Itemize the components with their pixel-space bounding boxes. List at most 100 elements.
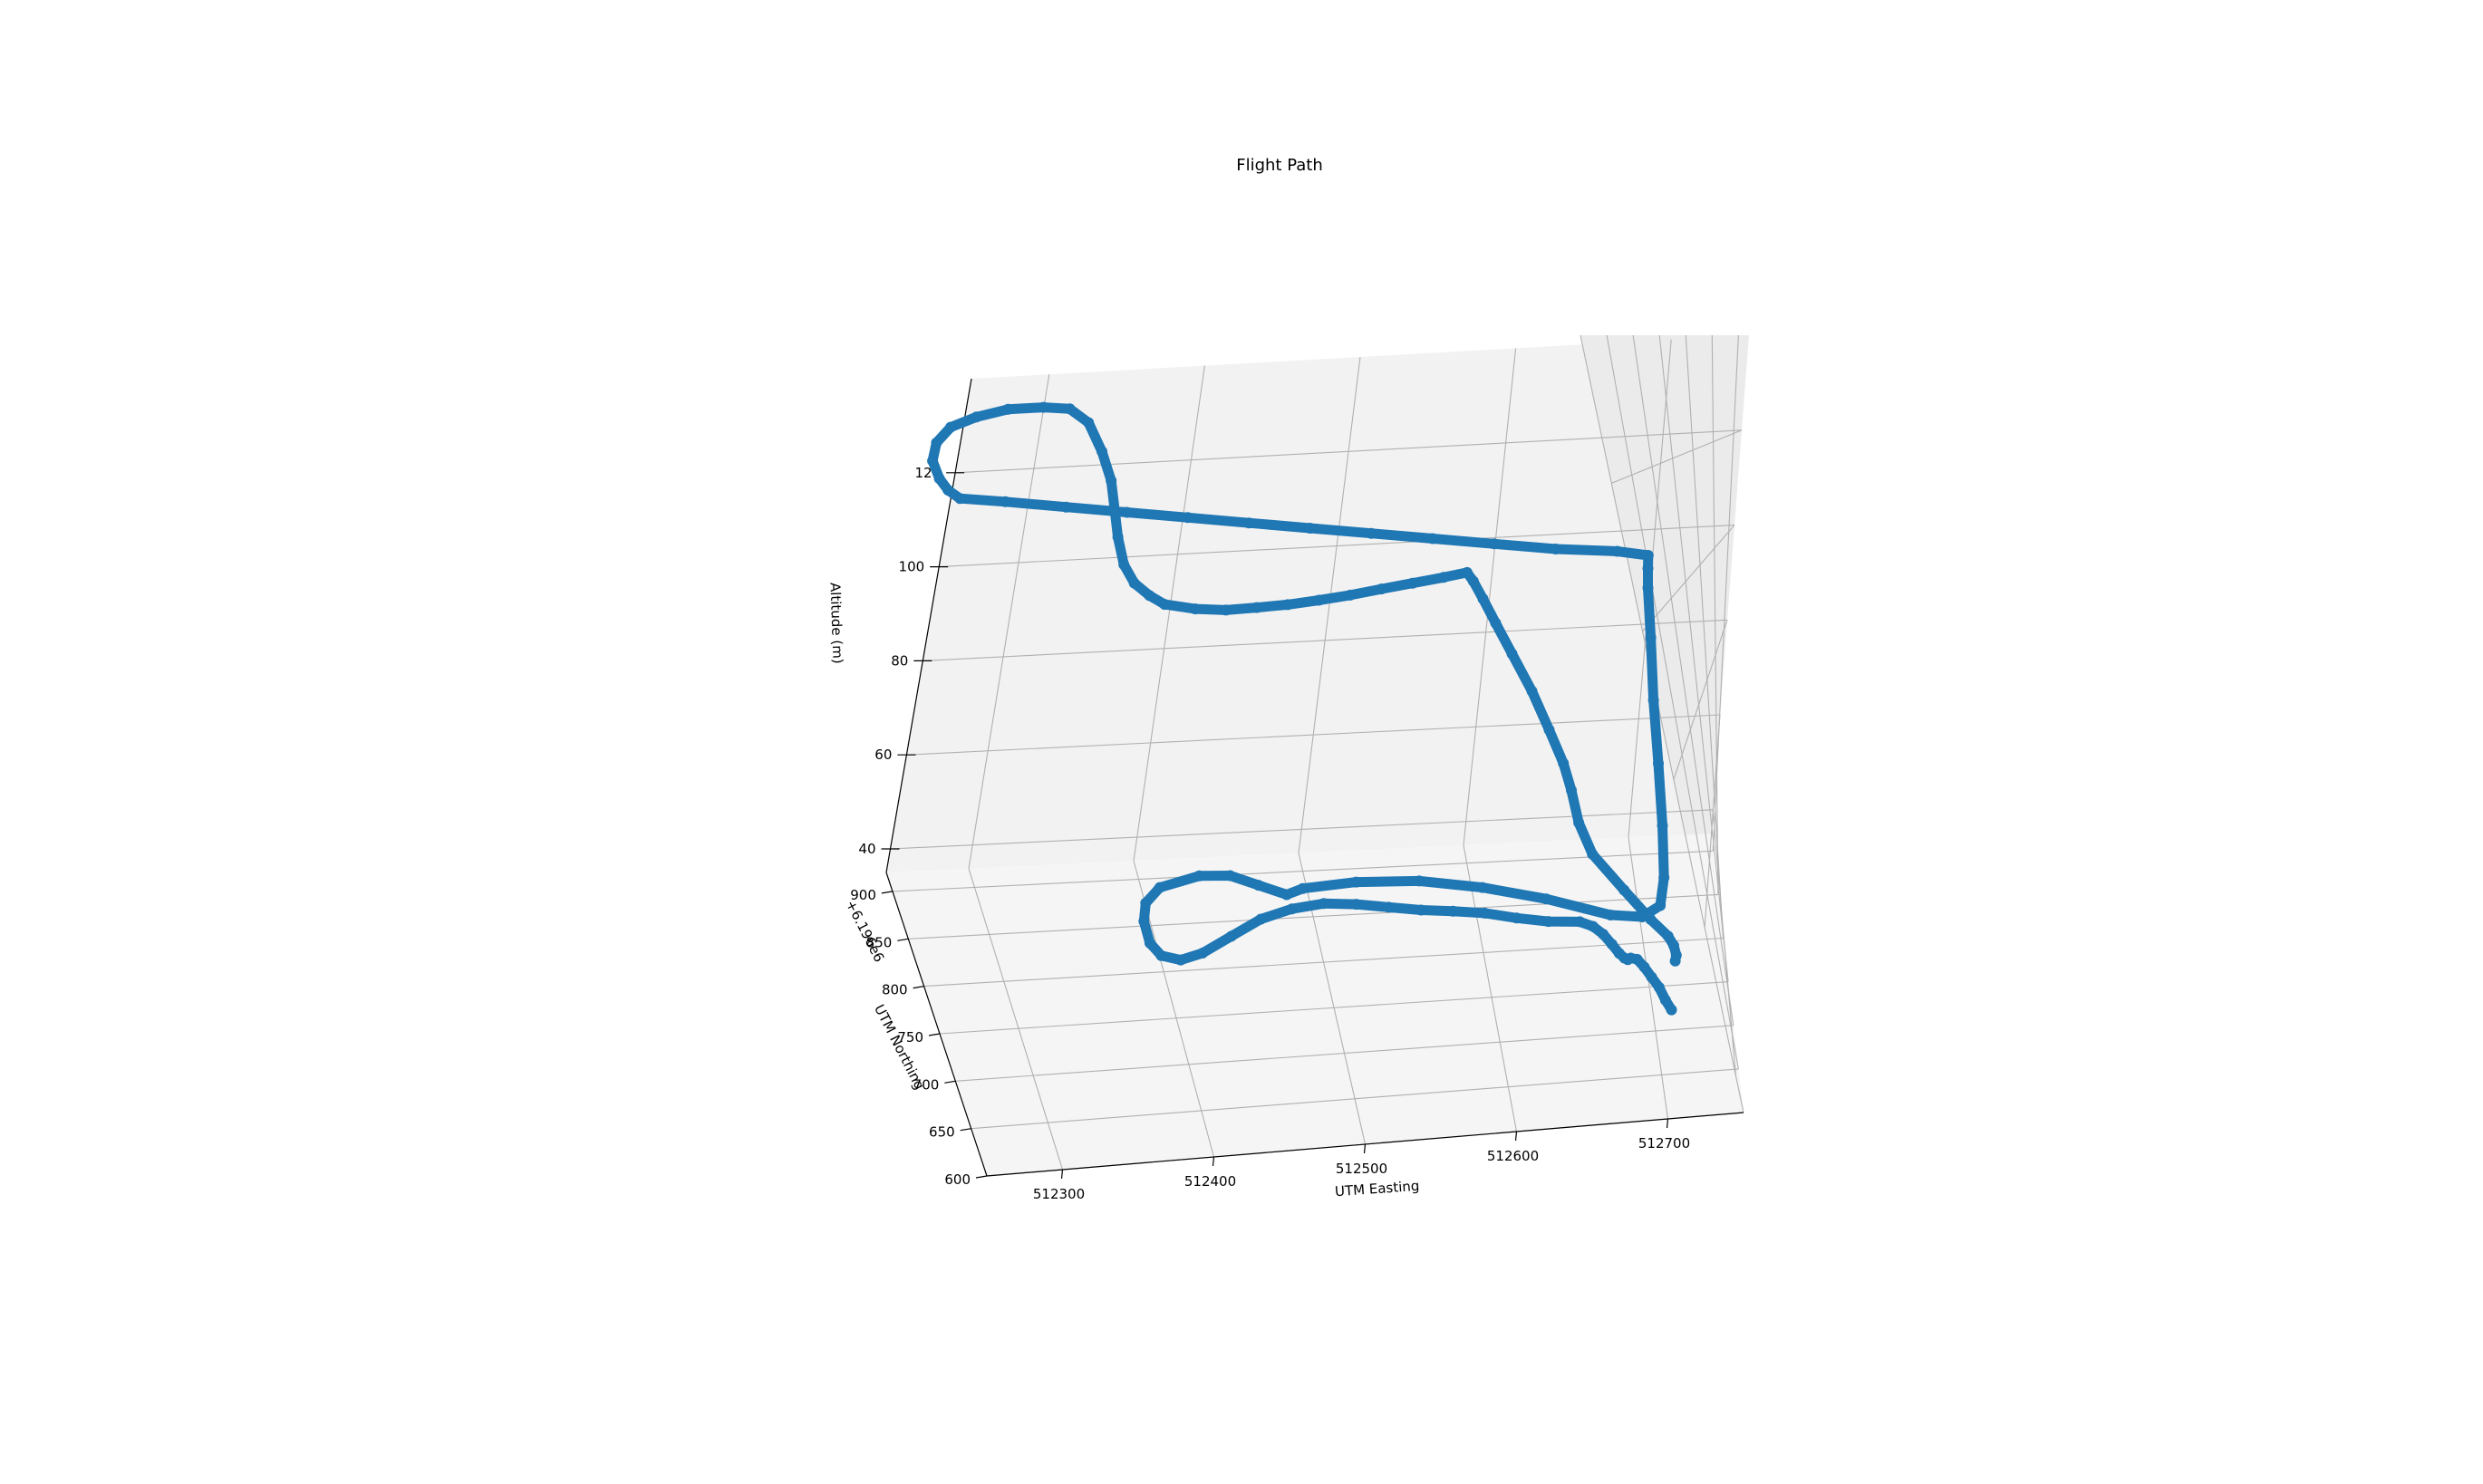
flight-path-point [1574,916,1586,928]
flight-path-point [1106,475,1117,487]
flight-path-point [1255,913,1267,925]
flight-path-point [1658,872,1670,883]
flight-path-point [1642,563,1654,574]
y-tick-label: 700 [913,1076,940,1093]
grid-lines [890,334,1744,1177]
flight-path-point [1313,594,1325,606]
flight-path-point [1118,559,1130,571]
y-tick-mark [960,1128,971,1132]
x-axis-label: UTM Easting [1334,1178,1419,1200]
flight-path-point [1138,915,1150,927]
flight-path-point [933,473,945,485]
flight-path-point [1642,582,1654,593]
flight-path-point [1606,939,1618,950]
x-grid-line-floor [968,868,1064,1171]
flight-path-point [1304,523,1316,534]
flight-path-point [1154,882,1165,893]
flight-path-point [1252,880,1264,891]
flight-path-point [1121,506,1133,518]
flight-path-point [1613,948,1625,959]
x-tick-mark [1514,1131,1518,1142]
y-offset-label: +6.196e6 [843,898,888,965]
flight-path-point [1251,602,1262,613]
z-axis-label: Altitude (m) [826,583,845,664]
z-grid-line-back [906,714,1721,756]
flight-path-point [1286,903,1298,915]
z-tick-label: 80 [891,652,908,669]
flight-path-point [1144,590,1155,602]
flight-path-point [1144,937,1155,949]
flight-path-point [1097,446,1107,458]
flight-path-point [1406,577,1418,589]
flight-path-point [1344,589,1356,601]
flight-path-point [1318,898,1329,910]
flight-path-point [1190,603,1201,615]
z-tick-label: 100 [899,559,925,575]
flight-path-point [1064,403,1076,415]
flight-path-point [1282,599,1293,611]
flight-path-point [1646,971,1657,983]
flight-path-point [1476,882,1488,893]
flight-path-point [1350,876,1362,888]
flight-path-point [1637,911,1648,922]
y-tick-label: 750 [897,1029,923,1046]
x-grid-line-back [1463,348,1517,845]
flight-path-point [1461,566,1473,578]
y-grid-line-floor [923,937,1724,988]
flight-path-point [1511,912,1522,924]
flight-path-point [1415,904,1427,916]
flight-path-point [1657,820,1668,832]
flight-path-point [1662,930,1674,942]
flight-path-point [1669,955,1681,967]
flight-path-point [1426,533,1438,544]
flight-path-point [931,437,942,448]
flight-path-point [1666,1004,1677,1016]
flight-path-point [1653,757,1664,769]
flight-path-point [1645,631,1657,643]
x-tick-mark [1363,1143,1367,1154]
flight-path-point [1376,583,1387,595]
flight-path-point [1488,538,1500,550]
x-tick-label: 512600 [1487,1148,1539,1164]
flight-path-point [1479,907,1491,919]
z-axis-line [885,378,972,873]
x-grid-line-back [1298,356,1361,853]
y-axis-line [885,872,988,1177]
x-grid-line-back [968,374,1050,869]
flight-path-point [1243,517,1255,529]
flight-path-point [1109,505,1121,516]
y-grid-line-floor [939,981,1729,1035]
y-grid-line-side [1711,334,1719,895]
x-grid-line-floor [1463,844,1518,1132]
x-tick-label: 512300 [1033,1186,1085,1202]
y-tick-mark [881,891,893,894]
flight-path-series [927,401,1682,1016]
flight-path-point [954,493,966,505]
z-tick-label: 40 [858,841,875,857]
flight-path-point [1414,875,1425,887]
flight-path-point [971,411,982,423]
flight-path-point [1128,577,1140,589]
flight-path-point [1155,949,1167,961]
flight-path-point [1668,940,1679,951]
y-grid-line-floor [971,1068,1739,1130]
z-grid-line-side [1611,429,1743,484]
y-grid-line-floor [892,850,1714,892]
z-grid-line-side [1712,809,1736,1076]
flight-path-point [942,485,954,496]
flight-path-point [1197,948,1208,959]
flight-path-point [1618,884,1630,896]
flight-path-point [1112,531,1124,543]
flight-path-point [1647,694,1659,706]
y-grid-line-side [1685,334,1725,939]
y-tick-label: 900 [850,887,876,903]
flight-path-point [1543,724,1555,736]
z-grid-line-side [1704,714,1721,928]
z-grid-line-side [1673,620,1728,780]
flight-path-point [1297,882,1309,894]
flight-path-point [1000,496,1011,507]
z-tick-label: 60 [874,747,892,763]
flight-path-point [1477,593,1489,604]
y-tick-mark [944,1080,956,1084]
